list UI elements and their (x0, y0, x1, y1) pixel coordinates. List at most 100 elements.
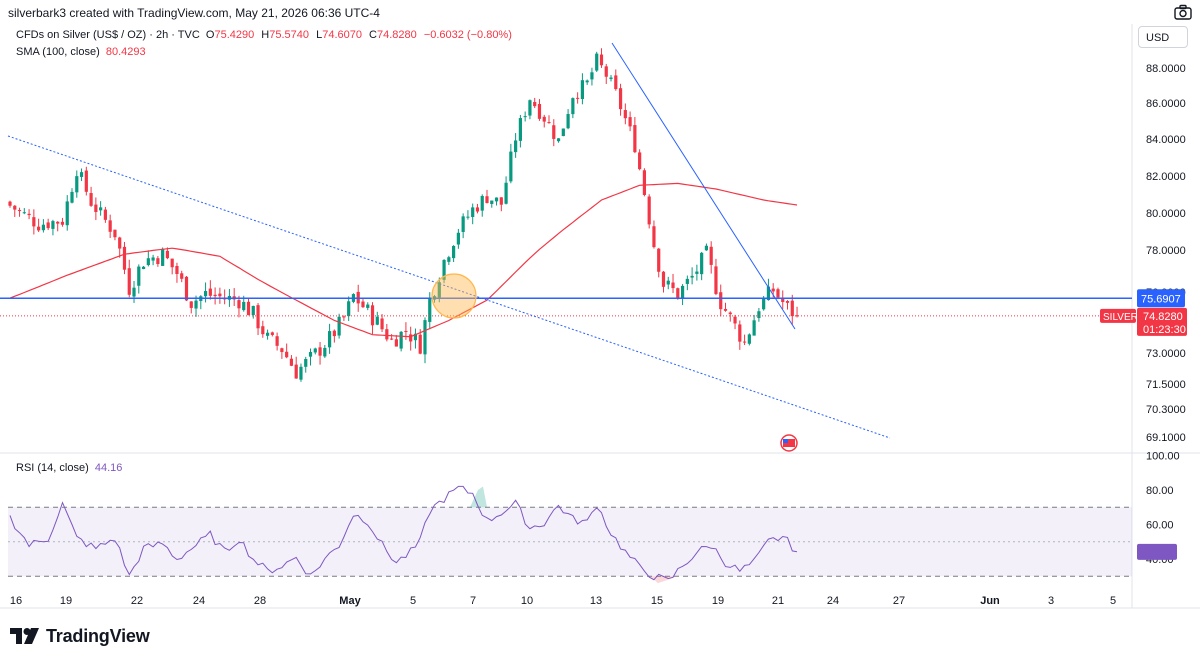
candle-down (84, 170, 88, 192)
candle-down (604, 66, 608, 77)
candle-up (70, 191, 74, 203)
candle-down (776, 289, 780, 298)
candle-up (461, 216, 465, 232)
candle-down (113, 229, 117, 238)
candle-up (456, 232, 460, 245)
candle-down (27, 213, 31, 216)
candle-down (256, 305, 260, 329)
time-tick-label: 13 (590, 595, 602, 607)
time-tick-label: 16 (10, 595, 22, 607)
tradingview-logo: TradingView (10, 626, 150, 646)
candle-up (580, 80, 584, 100)
rsi-tick-label: 80.00 (1146, 485, 1174, 497)
candle-up (437, 282, 441, 298)
time-tick-label: 5 (410, 595, 416, 607)
high-value: 75.5740 (269, 29, 310, 41)
candle-down (552, 125, 556, 139)
change-value: −0.6032 (−0.80%) (423, 29, 512, 41)
time-tick-label: 28 (254, 595, 266, 607)
candle-up (146, 258, 150, 266)
candle-down (294, 364, 298, 379)
candle-up (700, 252, 704, 275)
candle-up (685, 278, 689, 284)
candle-down (56, 221, 60, 224)
candle-down (318, 347, 322, 356)
camera-icon[interactable] (1174, 4, 1192, 20)
candle-up (704, 245, 709, 251)
dotted-trendline (7, 135, 891, 439)
candle-down (742, 341, 747, 343)
symbol-price-tag: SILVER (1100, 308, 1138, 323)
candle-up (504, 182, 508, 204)
attribution-text: silverbark3 created with TradingView.com… (8, 6, 380, 20)
candle-down (218, 293, 222, 297)
candle-up (442, 259, 446, 280)
candle-up (747, 334, 751, 344)
price-tick-label: 70.3000 (1146, 404, 1186, 416)
candle-up (51, 221, 55, 229)
candle-up (471, 207, 475, 217)
rsi-value-label (1137, 543, 1177, 560)
candle-up (518, 118, 522, 141)
candle-up (347, 301, 351, 317)
candle-up (75, 176, 79, 193)
candle-up (590, 72, 594, 80)
candle-down (638, 152, 642, 170)
rsi-legend[interactable]: RSI (14, close) 44.16 (16, 462, 122, 474)
time-tick-label: 27 (893, 595, 905, 607)
candle-down (380, 318, 384, 330)
candle-down (781, 297, 785, 302)
candle-down (189, 301, 193, 308)
price-tick-label: 88.0000 (1146, 63, 1186, 75)
currency-button[interactable]: USD (1138, 26, 1188, 48)
candle-down (795, 315, 799, 317)
sma-legend[interactable]: SMA (100, close) 80.4293 (16, 46, 146, 58)
rsi-value: 44.16 (94, 462, 123, 474)
us-flag-event-icon (780, 434, 798, 452)
candle-up (366, 304, 370, 308)
time-tick-label: 21 (772, 595, 784, 607)
price-tick-label: 71.5000 (1146, 379, 1186, 391)
candle-up (680, 285, 685, 298)
candle-down (37, 226, 41, 231)
svg-text:75.6907: 75.6907 (1141, 293, 1181, 305)
candle-down (709, 246, 713, 265)
candle-down (633, 125, 637, 153)
candle-down (719, 292, 723, 310)
close-value: 74.8280 (376, 29, 417, 41)
candle-down (165, 250, 170, 259)
price-tick-label: 73.0000 (1146, 348, 1186, 360)
candle-down (370, 305, 375, 326)
candle-down (46, 222, 50, 229)
candle-up (595, 53, 599, 71)
candle-down (122, 246, 127, 270)
open-value: 75.4290 (214, 29, 255, 41)
candle-up (151, 257, 155, 261)
time-tick-label: 7 (470, 595, 476, 607)
candle-down (13, 205, 17, 210)
candle-up (528, 100, 532, 116)
time-tick-label: 22 (131, 595, 143, 607)
candle-up (423, 320, 427, 355)
candle-down (280, 348, 284, 353)
symbol-description[interactable]: CFDs on Silver (US$ / OZ) · 2h · TVC (16, 29, 200, 41)
candle-up (514, 140, 518, 153)
candlestick-series (8, 48, 799, 382)
high-label: H (261, 29, 270, 41)
candle-down (537, 103, 542, 119)
candle-up (452, 245, 456, 259)
candle-down (385, 329, 389, 340)
candle-up (141, 266, 146, 269)
candle-up (556, 138, 561, 142)
candle-down (103, 209, 107, 220)
candle-down (118, 237, 122, 249)
rsi-line (9, 485, 798, 581)
candle-down (657, 248, 661, 272)
candle-down (676, 288, 680, 299)
axes: 88.0000 86.0000 84.0000 82.0000 80.0000 78.00… (10, 63, 1187, 607)
candle-down (394, 339, 398, 347)
candle-down (8, 201, 12, 206)
candle-down (32, 217, 36, 227)
candle-up (161, 248, 165, 266)
